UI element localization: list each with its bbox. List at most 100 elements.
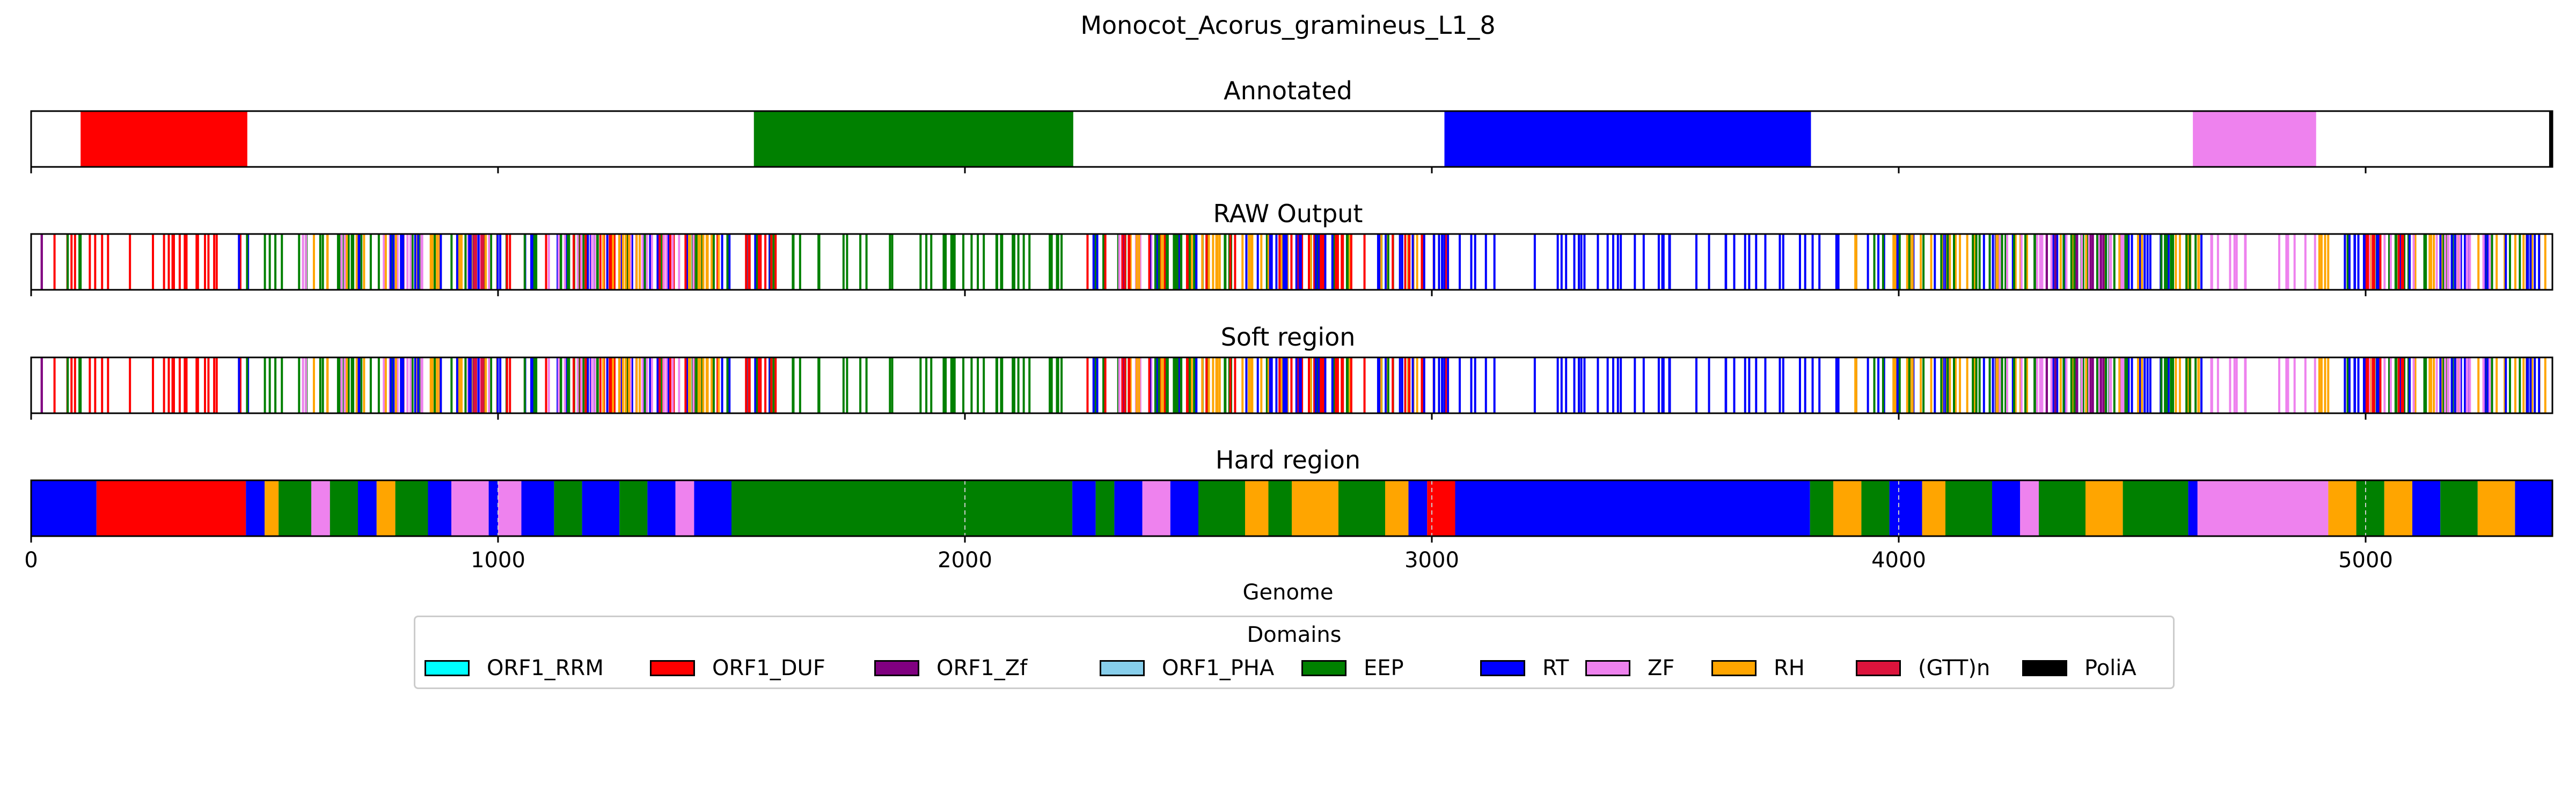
domain-block-eep — [1945, 480, 1992, 536]
domain-block-rh — [1833, 480, 1862, 536]
legend-item: ORF1_RRM — [425, 656, 604, 680]
legend-label: ORF1_RRM — [487, 656, 604, 680]
panel-frame — [30, 233, 2553, 291]
legend-swatch — [1100, 660, 1145, 676]
domain-block-rt — [428, 480, 451, 536]
panel-background — [31, 111, 2552, 167]
panel-title: Soft region — [1221, 323, 1356, 352]
domain-block-rt — [1408, 480, 1428, 536]
domain-block-eep — [2440, 480, 2478, 536]
domain-block-zf — [675, 480, 694, 536]
legend-swatch — [1301, 660, 1346, 676]
panel-raw-output: RAW Output — [30, 199, 2553, 296]
legend-label: ZF — [1648, 656, 1675, 680]
domain-block-rt — [2412, 480, 2441, 536]
domain-block-rt — [521, 480, 554, 536]
legend-label: RH — [1774, 656, 1805, 680]
legend-swatch — [650, 660, 695, 676]
domain-block-rt — [1455, 480, 1810, 536]
domain-block-eep — [1861, 480, 1890, 536]
legend-swatch — [1480, 660, 1525, 676]
domain-block-eep — [330, 480, 358, 536]
legend-swatch — [1711, 660, 1757, 676]
x-tick-label: 2000 — [938, 548, 992, 573]
domain-block-zf — [2193, 111, 2316, 167]
domain-block-rt — [246, 480, 265, 536]
domain-block-zf — [451, 480, 489, 536]
x-axis-label: Genome — [1242, 580, 1333, 605]
legend-item: (GTT)n — [1856, 656, 1990, 680]
panel-frame — [30, 479, 2553, 537]
domain-block-polia — [2549, 111, 2552, 167]
panel-title: Annotated — [1224, 76, 1352, 105]
legend-label: EEP — [1364, 656, 1404, 680]
panel-frame — [30, 110, 2553, 168]
domain-block-zf — [2197, 480, 2329, 536]
domain-block-eep — [619, 480, 648, 536]
legend-item: RT — [1480, 656, 1569, 680]
domain-block-eep — [1268, 480, 1292, 536]
domain-block-eep — [731, 480, 1073, 536]
legend-label: PoliA — [2084, 656, 2136, 680]
domain-block-zf — [498, 480, 522, 536]
domain-block-rh — [1385, 480, 1409, 536]
panel-hard-region: Hard region — [30, 445, 2553, 543]
panel-annotated: Annotated — [30, 76, 2553, 173]
domain-block-eep — [1810, 480, 1834, 536]
domain-block-orf1duf — [80, 111, 247, 167]
chart-title: Monocot_Acorus_gramineus_L1_8 — [1080, 11, 1495, 40]
domain-block-rh — [2085, 480, 2123, 536]
legend-swatch — [2022, 660, 2067, 676]
legend-swatch — [425, 660, 470, 676]
domain-block-rh — [265, 480, 279, 536]
domain-block-rt — [31, 480, 97, 536]
domain-block-rt — [1170, 480, 1198, 536]
domain-block-rt — [1992, 480, 2021, 536]
domain-block-zf — [311, 480, 330, 536]
domain-block-rh — [1245, 480, 1269, 536]
domain-block-orf1duf — [96, 480, 246, 536]
domain-block-eep — [1338, 480, 1385, 536]
panel-title: RAW Output — [1213, 199, 1363, 228]
domain-block-zf — [2020, 480, 2039, 536]
panels: Annotated RAW Output Soft region Hard regio… — [30, 76, 2553, 543]
domain-block-eep — [279, 480, 311, 536]
domain-block-eep — [395, 480, 428, 536]
domain-block-zf — [1142, 480, 1170, 536]
panel-title: Hard region — [1216, 445, 1360, 474]
legend-item: PoliA — [2022, 656, 2136, 680]
legend-label: RT — [1542, 656, 1569, 680]
x-tick-label: 3000 — [1404, 548, 1459, 573]
domain-block-eep — [2039, 480, 2085, 536]
legend-label: ORF1_PHA — [1162, 656, 1275, 680]
x-tick-label: 4000 — [1871, 548, 1926, 573]
domain-block-rt — [647, 480, 676, 536]
legend-label: ORF1_Zf — [936, 656, 1028, 680]
domain-block-rt — [358, 480, 377, 536]
panel-soft-region: Soft region — [30, 323, 2553, 420]
domain-block-rt — [2515, 480, 2552, 536]
domain-block-rt — [488, 480, 498, 536]
domain-block-rt — [1114, 480, 1143, 536]
domain-block-rh — [1292, 480, 1338, 536]
x-tick-label: 1000 — [471, 548, 525, 573]
legend-item: ORF1_Zf — [874, 656, 1027, 680]
legend-title: Domains — [1247, 623, 1342, 647]
legend-swatch — [874, 660, 919, 676]
domain-block-eep — [554, 480, 582, 536]
legend: Domains ORF1_RRM ORF1_DUF ORF1_Zf ORF1_PHA E… — [414, 616, 2175, 689]
legend-label: (GTT)n — [1918, 656, 1990, 680]
x-axis: 0 1000 2000 3000 4000 5000 — [24, 548, 2393, 573]
legend-item: EEP — [1301, 656, 1404, 680]
domain-block-rh — [376, 480, 396, 536]
domain-block-rt — [1889, 480, 1922, 536]
domain-block-rh — [2328, 480, 2357, 536]
legend-swatch — [1856, 660, 1901, 676]
legend-item: ORF1_PHA — [1100, 656, 1274, 680]
panel-frame — [30, 356, 2553, 414]
domain-block-rt — [1072, 480, 1096, 536]
x-tick-label: 5000 — [2338, 548, 2393, 573]
domain-block-rh — [2384, 480, 2412, 536]
legend-item: ORF1_DUF — [650, 656, 825, 680]
